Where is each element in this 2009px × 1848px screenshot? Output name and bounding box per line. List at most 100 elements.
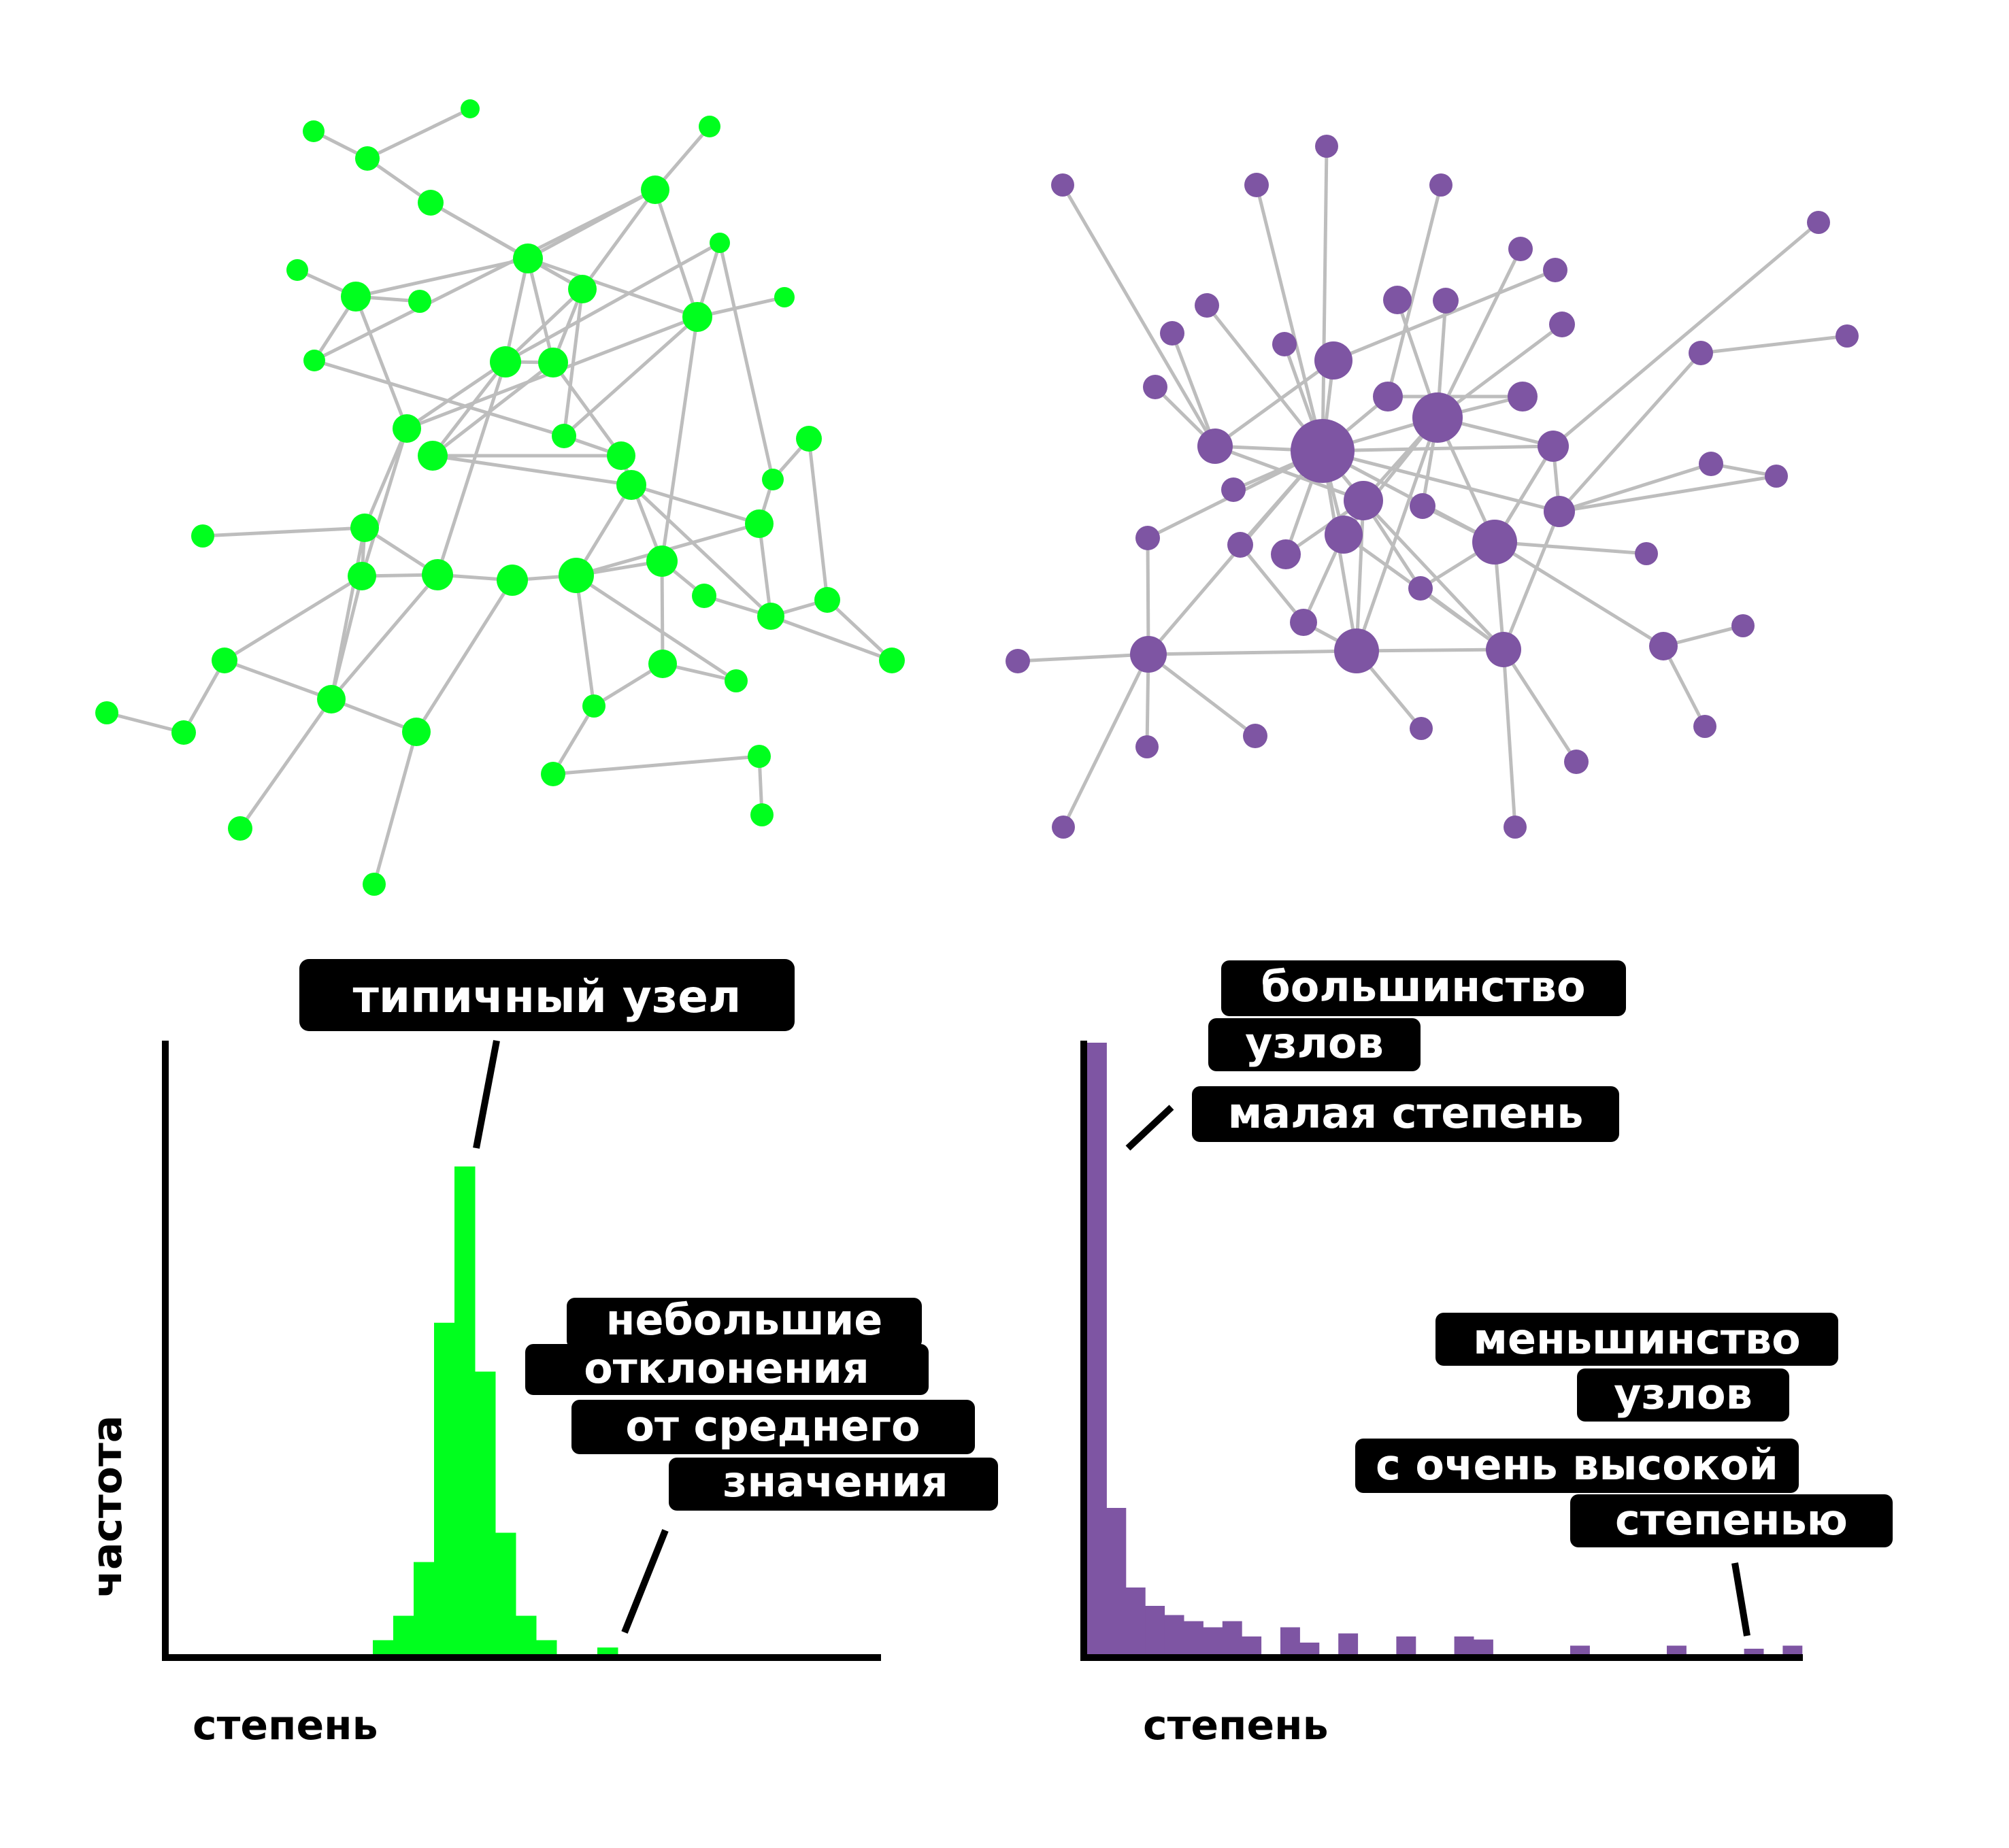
most-nodes-pointer xyxy=(1125,1105,1174,1151)
scale-free-network-node xyxy=(1543,258,1567,282)
scale-free-network-node xyxy=(1051,173,1074,197)
random-network-node xyxy=(538,348,568,377)
small-deviations-annotation: небольшие отклонения от среднего значени… xyxy=(525,1295,998,1511)
scale-free-network-edge xyxy=(1501,649,1517,828)
right-histogram-bar-1 xyxy=(1087,1043,1107,1655)
random-network-edge xyxy=(238,698,333,830)
random-network-edge xyxy=(660,316,699,562)
left-histogram-bar-2 xyxy=(393,1615,414,1655)
few-nodes-annotation: меньшинство узлов с очень высокой степен… xyxy=(1355,1313,1893,1547)
right-histogram-bar-5 xyxy=(1164,1615,1184,1655)
scale-free-network-edge xyxy=(1322,449,1560,514)
scale-free-network-node xyxy=(1135,526,1160,550)
scale-free-network-edge xyxy=(1170,333,1217,447)
random-network-node xyxy=(710,233,730,253)
most-nodes-line-1: большинство xyxy=(1261,962,1585,1011)
random-network-node xyxy=(418,441,448,471)
scale-free-network-node xyxy=(1383,286,1412,314)
random-network-node xyxy=(616,470,646,500)
right-histogram-bar-4 xyxy=(1145,1606,1165,1655)
scale-free-network-node xyxy=(1227,532,1253,558)
few-nodes-line-4: степенью xyxy=(1615,1495,1848,1545)
random-network-node xyxy=(212,648,237,673)
random-network-node xyxy=(286,259,308,281)
right-histogram-bar-20 xyxy=(1454,1636,1474,1655)
random-network-edge xyxy=(360,428,409,577)
scale-free-network-node xyxy=(1472,520,1517,565)
scale-free-network-node xyxy=(1195,293,1219,318)
random-network-edge xyxy=(363,428,409,528)
random-network-edge xyxy=(202,526,365,538)
scale-free-network-node xyxy=(1433,288,1459,314)
left-histogram-bar-1 xyxy=(373,1640,394,1655)
right-histogram-bar-35 xyxy=(1744,1649,1764,1655)
deviations-line-1: небольшие xyxy=(606,1295,883,1345)
scale-free-network-node xyxy=(1373,382,1403,411)
random-network-edge xyxy=(630,484,772,618)
random-network-edge xyxy=(435,361,508,575)
scale-free-network-node xyxy=(1836,324,1859,348)
scale-free-network-node xyxy=(1693,715,1716,738)
random-network-node xyxy=(348,562,376,590)
random-network-edge xyxy=(631,483,760,526)
random-network-node xyxy=(568,275,597,303)
right-histogram-bar-12 xyxy=(1299,1643,1320,1655)
right-histogram-bar-26 xyxy=(1570,1645,1590,1655)
random-network-edge xyxy=(223,574,363,662)
random-network-edge xyxy=(575,573,737,683)
scale-free-network-edge xyxy=(1436,322,1563,420)
scale-free-network-node xyxy=(1649,632,1678,660)
right-histogram-bar-2 xyxy=(1106,1508,1127,1655)
random-network-edge xyxy=(552,754,760,776)
random-network-edge xyxy=(718,242,775,480)
right-histogram-bar-8 xyxy=(1222,1621,1242,1655)
scale-free-network-node xyxy=(1244,173,1269,197)
scale-free-network-node xyxy=(1243,724,1267,748)
scale-free-network-edge xyxy=(1214,358,1335,448)
scale-free-network-node xyxy=(1135,735,1159,758)
left-histogram-bars xyxy=(373,1166,618,1655)
random-network-edge xyxy=(224,658,332,701)
random-network-node xyxy=(682,302,712,332)
scale-free-network-edge xyxy=(1239,543,1305,624)
left-histogram-bar-4 xyxy=(434,1322,455,1655)
random-network-edge xyxy=(331,697,417,734)
scale-free-network-node xyxy=(1508,382,1538,411)
scale-free-network-node xyxy=(1315,135,1338,158)
random-network-node xyxy=(646,545,678,577)
random-network-node xyxy=(95,701,118,724)
random-network-node xyxy=(552,424,576,448)
scale-free-network-node xyxy=(1143,375,1167,399)
random-network-edges xyxy=(106,107,893,885)
right-histogram-bar-6 xyxy=(1184,1621,1203,1655)
few-nodes-pointer xyxy=(1731,1562,1750,1636)
random-network-node xyxy=(699,116,720,137)
random-network-edge xyxy=(366,107,471,161)
random-network-edge xyxy=(314,358,565,438)
scale-free-network-node xyxy=(1272,332,1297,356)
random-network-edge xyxy=(574,575,596,707)
scale-free-network-node xyxy=(1334,628,1379,673)
scale-free-network-edges xyxy=(1017,146,1848,828)
scale-free-network-node xyxy=(1006,649,1030,673)
random-network-node xyxy=(648,650,677,678)
scale-free-network-node xyxy=(1130,636,1167,673)
scale-free-network-node xyxy=(1807,211,1830,234)
random-network-node xyxy=(748,745,771,768)
random-network-edge xyxy=(372,731,418,885)
random-network-edge xyxy=(106,711,184,735)
random-network-edge xyxy=(182,659,227,734)
random-network-node xyxy=(582,694,605,718)
scale-free-network-edge xyxy=(1700,334,1848,355)
random-network-node xyxy=(750,803,774,826)
random-network-edge xyxy=(355,256,529,299)
random-network-edge xyxy=(770,614,893,662)
random-network-node xyxy=(355,146,380,171)
scale-free-network-node xyxy=(1410,493,1435,519)
random-network-node xyxy=(303,350,325,371)
left-histogram-bar-7 xyxy=(495,1532,516,1655)
random-network-edge xyxy=(826,599,893,662)
right-histogram-bar-21 xyxy=(1474,1639,1493,1655)
random-network-node xyxy=(814,587,840,613)
scale-free-network-node xyxy=(1564,750,1589,774)
